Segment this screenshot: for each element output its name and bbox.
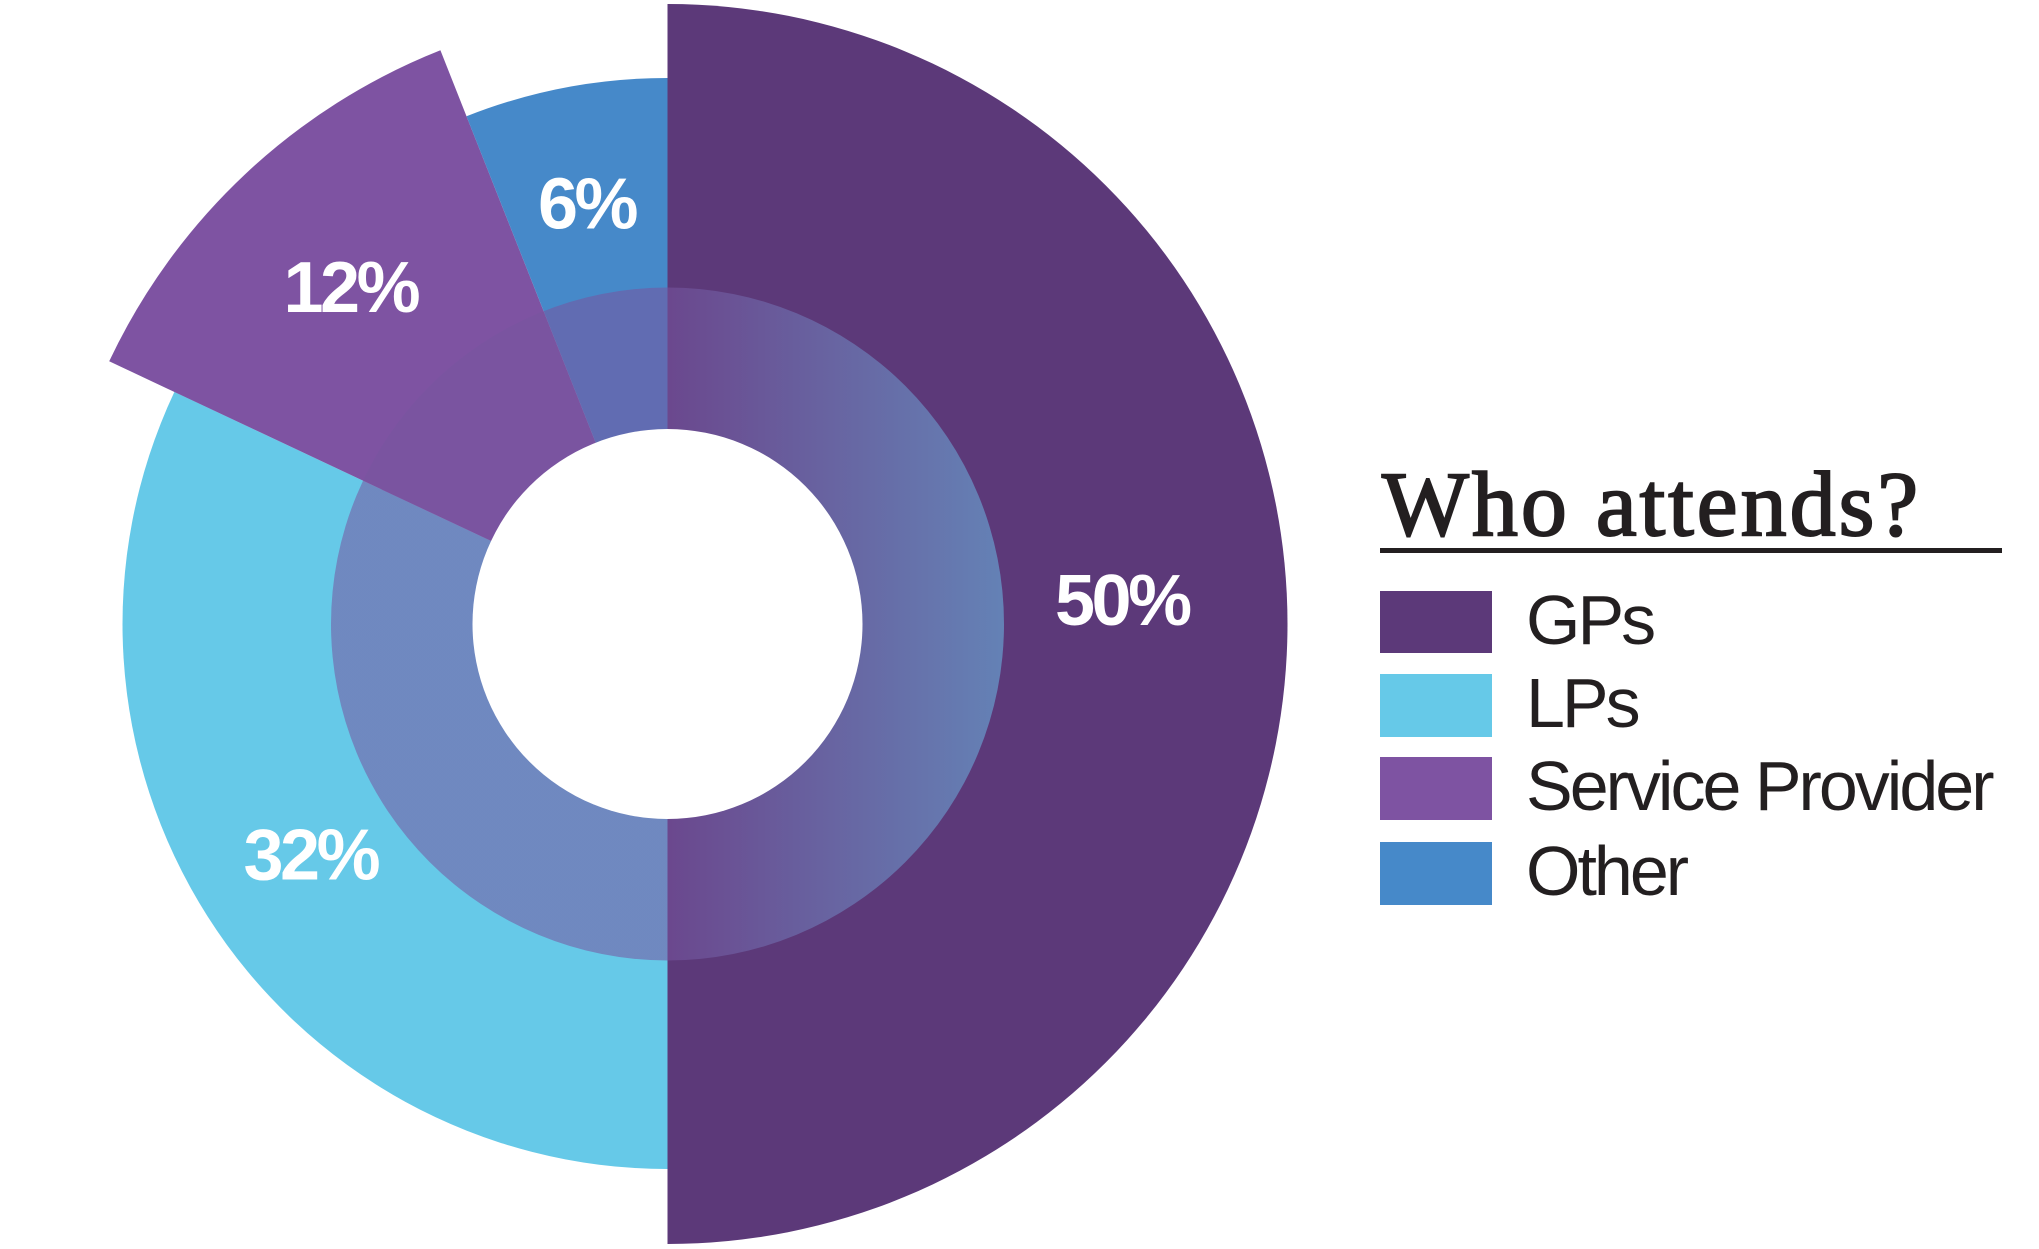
svg-text:GPs: GPs <box>1526 581 1654 659</box>
svg-text:12%: 12% <box>284 248 420 328</box>
svg-text:6%: 6% <box>538 165 638 245</box>
svg-text:50%: 50% <box>1055 561 1191 641</box>
svg-text:Who attends?: Who attends? <box>1382 453 1921 555</box>
svg-text:32%: 32% <box>244 816 380 896</box>
svg-text:LPs: LPs <box>1526 664 1639 742</box>
svg-text:Other: Other <box>1526 832 1689 910</box>
svg-text:Service Provider: Service Provider <box>1526 747 1994 825</box>
